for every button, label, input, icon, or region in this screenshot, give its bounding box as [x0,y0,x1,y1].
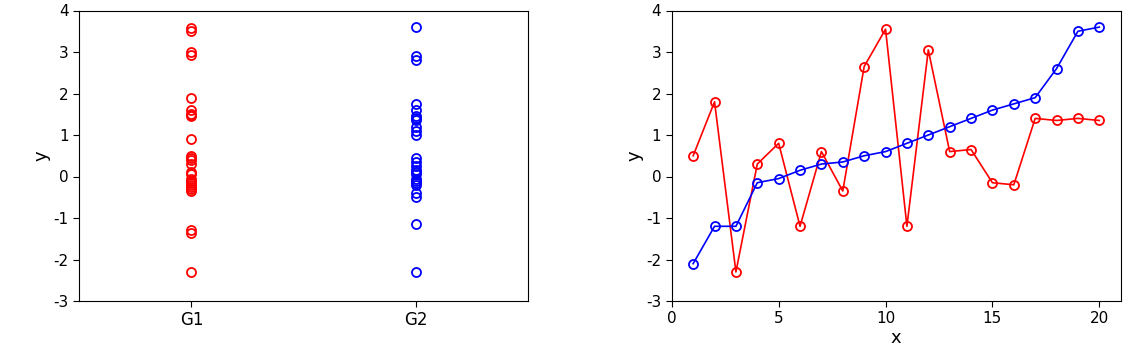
X-axis label: x: x [891,329,901,347]
Y-axis label: y: y [625,150,643,161]
Y-axis label: y: y [33,150,51,161]
